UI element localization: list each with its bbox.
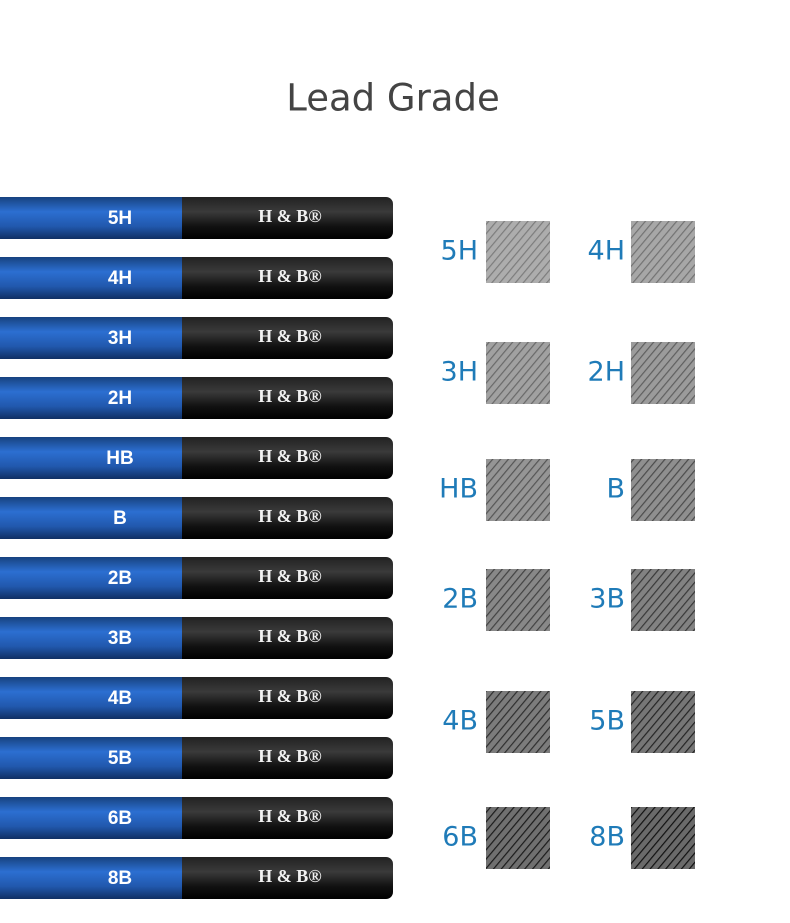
pencil-tip — [170, 797, 393, 839]
swatch-square — [631, 807, 695, 869]
pencil-tip — [170, 617, 393, 659]
swatch: 4H — [588, 221, 695, 283]
pencil: 3B H & B® — [0, 617, 393, 659]
swatch: 3B — [589, 569, 695, 631]
pencil-brand: H & B® — [258, 566, 321, 586]
swatch: HB — [439, 459, 550, 521]
pencil: 2B H & B® — [0, 557, 393, 599]
pencil-tip — [170, 557, 393, 599]
swatch-label: 6B — [442, 822, 478, 853]
pencil-grade: 2H — [108, 388, 132, 409]
pencil: 4H H & B® — [0, 257, 393, 299]
swatch-square — [631, 342, 695, 404]
pencil-brand: H & B® — [258, 506, 321, 526]
pencil-body — [0, 737, 182, 779]
pencil-grade: B — [113, 508, 127, 529]
pencil-tip — [170, 737, 393, 779]
pencil-brand: H & B® — [258, 686, 321, 706]
swatch-square — [631, 459, 695, 521]
pencil-body — [0, 257, 182, 299]
pencil: HB H & B® — [0, 437, 393, 479]
pencil-body — [0, 197, 182, 239]
pencil: 5H H & B® — [0, 197, 393, 239]
title: Lead Grade — [286, 77, 499, 120]
swatch: 6B — [442, 807, 550, 869]
swatch: B — [606, 459, 695, 521]
swatch-label: 8B — [589, 822, 625, 853]
pencil-brand: H & B® — [258, 806, 321, 826]
swatch: 5H — [441, 221, 550, 283]
pencil-grade: 4H — [108, 268, 132, 289]
pencil-body — [0, 317, 182, 359]
pencil-grade: 4B — [108, 688, 132, 709]
swatch-label: 2H — [588, 357, 625, 388]
pencil-grade: 3H — [108, 328, 132, 349]
pencil: 6B H & B® — [0, 797, 393, 839]
swatch-square — [486, 569, 550, 631]
swatch-label: 3B — [589, 584, 625, 615]
pencil-tip — [170, 377, 393, 419]
pencil-body — [0, 557, 182, 599]
pencil: 8B H & B® — [0, 857, 393, 899]
swatch-square — [486, 459, 550, 521]
swatch-label: 4H — [588, 236, 625, 267]
swatch-square — [486, 221, 550, 283]
pencil-brand: H & B® — [258, 206, 321, 226]
swatch-label: 5H — [441, 236, 478, 267]
pencil-body — [0, 497, 182, 539]
swatch-label: B — [606, 474, 625, 505]
pencil-tip — [170, 857, 393, 899]
pencil-grade: 3B — [108, 628, 132, 649]
pencil-tip — [170, 197, 393, 239]
swatch-square — [486, 807, 550, 869]
pencil-brand: H & B® — [258, 746, 321, 766]
pencil-brand: H & B® — [258, 266, 321, 286]
pencil-grade: 2B — [108, 568, 132, 589]
pencil-grade: 6B — [108, 808, 132, 829]
pencil-brand: H & B® — [258, 446, 321, 466]
pencil-grade: HB — [106, 448, 133, 469]
pencil: 3H H & B® — [0, 317, 393, 359]
swatch-label: 5B — [589, 706, 625, 737]
pencil: B H & B® — [0, 497, 393, 539]
swatch-square — [631, 691, 695, 753]
pencil-tip — [170, 437, 393, 479]
pencil-grade: 5B — [108, 748, 132, 769]
swatch-square — [486, 342, 550, 404]
swatch: 4B — [442, 691, 550, 753]
swatch-square — [631, 221, 695, 283]
pencil: 4B H & B® — [0, 677, 393, 719]
pencil-body — [0, 617, 182, 659]
swatch: 5B — [589, 691, 695, 753]
pencil: 2H H & B® — [0, 377, 393, 419]
pencil-body — [0, 677, 182, 719]
pencil-body — [0, 437, 182, 479]
swatch-label: 4B — [442, 706, 478, 737]
swatch-square — [631, 569, 695, 631]
pencil-tip — [170, 497, 393, 539]
swatch-label: HB — [439, 474, 478, 505]
pencil: 5B H & B® — [0, 737, 393, 779]
pencil-tip — [170, 677, 393, 719]
pencil-body — [0, 377, 182, 419]
pencil-brand: H & B® — [258, 866, 321, 886]
pencil-body — [0, 857, 182, 899]
pencil-tip — [170, 257, 393, 299]
swatch-label: 2B — [442, 584, 478, 615]
pencil-grade: 8B — [108, 868, 132, 889]
swatch: 3H — [441, 342, 550, 404]
pencil-grade: 5H — [108, 208, 132, 229]
swatch-label: 3H — [441, 357, 478, 388]
pencil-brand: H & B® — [258, 626, 321, 646]
pencil-tip — [170, 317, 393, 359]
pencil-brand: H & B® — [258, 326, 321, 346]
pencil-brand: H & B® — [258, 386, 321, 406]
swatch: 2H — [588, 342, 695, 404]
swatch-square — [486, 691, 550, 753]
swatch: 2B — [442, 569, 550, 631]
swatch: 8B — [589, 807, 695, 869]
pencil-body — [0, 797, 182, 839]
